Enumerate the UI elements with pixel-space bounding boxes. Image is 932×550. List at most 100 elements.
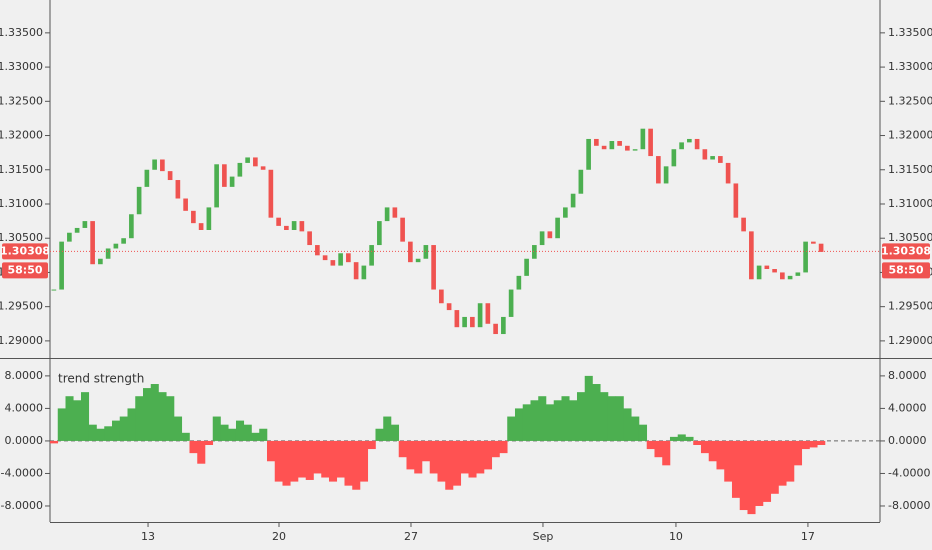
strength-bar — [421, 440, 431, 462]
strength-bar — [677, 434, 686, 441]
y-tick-label: 1.29000 — [888, 334, 932, 347]
strength-bar — [600, 392, 609, 441]
candle — [136, 186, 142, 215]
price-label: 1.30308 — [881, 244, 931, 257]
strength-bar — [197, 440, 206, 464]
strength-bar — [290, 440, 299, 482]
strength-bar — [662, 440, 671, 466]
strength-bar — [731, 440, 741, 498]
candle — [787, 275, 793, 280]
strength-bar — [592, 384, 601, 441]
strength-bar — [607, 396, 617, 441]
y-tick-label: 1.33000 — [0, 60, 43, 73]
strength-bar — [739, 440, 748, 511]
y-tick-label: 1.29500 — [888, 300, 932, 313]
strength-bar — [452, 440, 462, 486]
candle — [764, 265, 770, 270]
y-tick-label: 1.29000 — [0, 334, 43, 347]
y-tick-label: 1.32500 — [0, 94, 43, 107]
candle — [578, 169, 584, 194]
candle — [291, 221, 297, 230]
strength-bar — [646, 440, 655, 450]
candle — [563, 207, 568, 218]
candle — [98, 258, 103, 265]
price-label-box — [882, 243, 930, 260]
strength-bar — [313, 440, 322, 474]
strength-bar — [530, 400, 539, 441]
candle — [214, 164, 219, 208]
candle — [276, 217, 281, 226]
candle — [160, 159, 165, 172]
countdown-box — [2, 262, 48, 279]
strength-bar — [708, 440, 717, 462]
y-tick-label: 1.30500 — [0, 231, 43, 244]
y-tick-label: 1.31000 — [888, 197, 932, 210]
candle — [570, 193, 576, 208]
candle — [175, 180, 181, 199]
strength-bar — [755, 440, 764, 506]
candle — [253, 157, 258, 167]
candle — [237, 162, 243, 177]
y-tick-label: -8.0000 — [888, 499, 930, 512]
strength-bar — [468, 440, 477, 478]
strength-bar — [352, 440, 361, 490]
candle — [803, 241, 808, 273]
candle — [229, 176, 235, 187]
strength-bar — [569, 400, 578, 441]
strength-bar — [483, 440, 493, 470]
candle — [206, 207, 212, 230]
candle — [431, 245, 436, 290]
strength-bar — [716, 440, 725, 470]
candle — [346, 253, 351, 263]
candle — [121, 238, 126, 244]
strength-bar — [414, 440, 423, 474]
candle — [446, 303, 452, 311]
candle — [454, 310, 460, 328]
candle — [330, 260, 336, 266]
candle — [392, 207, 398, 218]
strength-bar — [251, 432, 260, 441]
strength-bar — [274, 440, 283, 482]
strength-bar — [135, 396, 144, 441]
candle — [183, 198, 188, 211]
y-tick-label: 8.0000 — [5, 369, 44, 382]
strength-bar — [747, 440, 756, 515]
strength-bar — [545, 404, 555, 441]
strength-bar — [476, 440, 485, 474]
candle — [353, 262, 359, 280]
strength-bar — [88, 424, 97, 441]
candle — [811, 241, 816, 244]
y-tick-label: -4.0000 — [888, 466, 930, 479]
strength-bar — [50, 440, 59, 444]
strength-bar — [243, 424, 252, 441]
y-tick-label: 1.32500 — [888, 94, 932, 107]
x-tick-label: 10 — [669, 530, 683, 543]
candle — [82, 221, 88, 228]
strength-bar — [390, 424, 400, 441]
strength-bar — [119, 416, 128, 441]
y-tick-label: -4.0000 — [1, 466, 43, 479]
candle — [493, 323, 498, 335]
strength-bar — [445, 440, 454, 490]
strength-bar — [522, 404, 531, 441]
candle — [129, 214, 134, 239]
strength-bar — [793, 440, 803, 466]
candle — [725, 162, 731, 184]
candle — [710, 156, 715, 160]
candle — [113, 243, 119, 249]
strength-bar — [73, 400, 82, 441]
strength-bar — [235, 420, 245, 441]
strength-bar — [762, 440, 772, 502]
candle — [198, 223, 204, 230]
y-tick-label: 1.31500 — [888, 163, 932, 176]
strength-bar — [507, 416, 516, 441]
y-tick-label: 1.32000 — [0, 129, 43, 142]
strength-bar — [336, 440, 345, 478]
candle — [59, 241, 64, 290]
strength-bar — [770, 440, 779, 494]
strength-bar — [700, 440, 710, 454]
price-label-box — [2, 243, 48, 260]
x-tick-label: 17 — [801, 530, 815, 543]
x-tick-label: 20 — [272, 530, 286, 543]
